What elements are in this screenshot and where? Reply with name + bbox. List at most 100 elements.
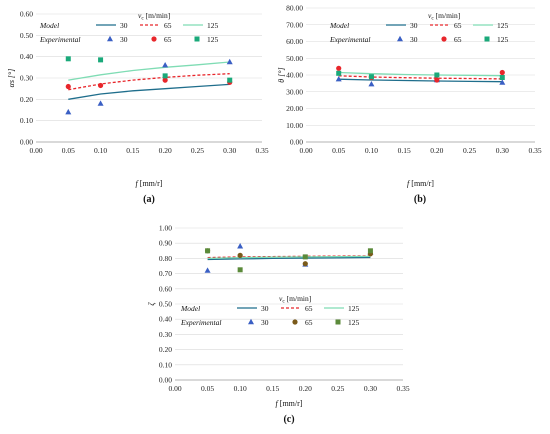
- exp-point-125: [302, 254, 308, 260]
- y-tick-label: 70.00: [286, 20, 303, 29]
- legend-exp-marker-65: [151, 36, 157, 42]
- x-axis-label: f [mm/r]: [276, 399, 303, 408]
- y-tick-label: 0.80: [159, 254, 172, 263]
- x-axis-label-unit: [mm/r]: [278, 399, 303, 408]
- x-tick-label: 0.30: [364, 384, 377, 393]
- exp-point-125: [237, 267, 243, 273]
- x-tick-label: 0.20: [299, 384, 312, 393]
- legend-model-label: Model: [39, 21, 59, 30]
- x-tick-label: 0.00: [29, 146, 42, 155]
- y-tick-label: 10.00: [286, 121, 303, 130]
- legend-vc-subscript: c: [431, 16, 434, 22]
- panel-label: (c): [283, 414, 294, 425]
- y-axis-label: θ [°]: [277, 67, 286, 82]
- x-tick-label: 0.05: [62, 146, 75, 155]
- x-tick-label: 0.05: [201, 384, 214, 393]
- exp-point-125: [499, 75, 505, 81]
- x-tick-label: 0.25: [331, 384, 344, 393]
- legend-vc-title: vc [m/min]: [138, 11, 170, 22]
- y-tick-label: 0.10: [20, 116, 33, 125]
- exp-point-30: [237, 243, 244, 249]
- x-tick-label: 0.10: [94, 146, 107, 155]
- legend-exp-marker-30: [107, 35, 113, 42]
- x-tick-label: 0.25: [463, 146, 476, 155]
- exp-point-30: [97, 100, 104, 106]
- legend-exp-marker-65: [292, 319, 298, 325]
- y-tick-label: 0.20: [159, 345, 172, 354]
- y-tick-label: 0.00: [159, 376, 172, 385]
- legend-exp-speed-125: 125: [348, 318, 360, 327]
- x-axis-label-var: f: [276, 399, 280, 408]
- legend-vc-subscript: c: [282, 299, 285, 305]
- legend: vc [m/min] Model Experimental 30 30 65 65 125 12…: [329, 11, 509, 44]
- legend: vc [m/min] Model Experimental 30 30 65 65 125 12…: [39, 11, 219, 44]
- legend-vc-subscript: c: [141, 16, 144, 22]
- model-line-30: [207, 256, 371, 261]
- exp-point-30: [226, 58, 233, 65]
- exp-point-30: [204, 267, 211, 273]
- exp-point-125: [205, 248, 211, 254]
- x-tick-label: 0.00: [168, 384, 181, 393]
- y-tick-label: 0.40: [159, 315, 172, 324]
- x-axis-label-unit: [mm/r]: [409, 179, 434, 188]
- x-tick-label: 0.10: [234, 384, 247, 393]
- x-tick-label: 0.25: [191, 146, 204, 155]
- legend-vc-title: vc [m/min]: [279, 294, 311, 305]
- exp-point-125: [336, 70, 342, 76]
- legend-model-speed-65: 65: [164, 21, 172, 30]
- model-line-125: [338, 71, 503, 77]
- y-tick-label: 0.10: [159, 360, 172, 369]
- x-tick-label: 0.15: [266, 384, 279, 393]
- exp-point-65: [65, 83, 71, 90]
- model-line-65: [338, 75, 503, 80]
- legend-model-speed-65: 65: [305, 304, 313, 313]
- y-tick-label: 0.30: [20, 74, 33, 83]
- exp-point-30: [65, 108, 72, 115]
- y-tick-label: 0.90: [159, 239, 172, 248]
- y-tick-label: 0.20: [20, 95, 33, 104]
- legend-exp-marker-125: [484, 36, 490, 42]
- exp-point-65: [162, 77, 168, 83]
- y-tick-label: 80.00: [286, 4, 303, 13]
- x-tick-label: 0.05: [332, 146, 345, 155]
- legend-model-speed-30: 30: [120, 21, 128, 30]
- model-line-125: [207, 255, 371, 260]
- legend-vc-symbol: v: [279, 294, 283, 303]
- x-axis-label-var: f: [407, 179, 411, 188]
- x-axis-label: f [mm/r]: [407, 179, 434, 188]
- exp-point-125: [227, 77, 233, 83]
- legend-vc-unit: [m/min]: [285, 294, 311, 303]
- exp-point-65: [434, 77, 440, 83]
- legend-model-speed-30: 30: [261, 304, 269, 313]
- chart-panel-0: 0.00 0.10 0.20 0.30 0.40 0.50 0.60 0.00 0.05 0.10…: [7, 10, 269, 206]
- y-tick-label: 20.00: [286, 104, 303, 113]
- legend: vc [m/min] Model Experimental 30 30 65 65 125 12…: [180, 294, 360, 327]
- legend-exp-speed-30: 30: [410, 35, 418, 44]
- chart-panel-1: 0.00 10.00 20.00 30.00 40.00 50.00 60.00 70.00 8…: [277, 4, 542, 206]
- legend-exp-speed-125: 125: [207, 35, 219, 44]
- y-tick-label: 40.00: [286, 71, 303, 80]
- exp-point-65: [302, 261, 308, 267]
- x-tick-label: 0.00: [299, 146, 312, 155]
- x-axis-label-var: f: [136, 179, 140, 188]
- legend-vc-unit: [m/min]: [144, 11, 170, 20]
- exp-point-125: [65, 56, 71, 62]
- legend-vc-symbol: v: [138, 11, 142, 20]
- x-tick-label: 0.35: [396, 384, 409, 393]
- y-tick-label: 1.00: [159, 224, 172, 233]
- y-tick-label: 0.40: [20, 52, 33, 61]
- legend-vc-unit: [m/min]: [434, 11, 460, 20]
- model-line-65: [68, 73, 230, 91]
- legend-exp-marker-125: [194, 36, 200, 42]
- y-tick-label: 0.50: [20, 31, 33, 40]
- panel-label: (a): [143, 194, 155, 205]
- y-tick-label: 0.30: [159, 330, 172, 339]
- y-tick-label: 0.60: [20, 10, 33, 19]
- exp-point-125: [162, 73, 168, 79]
- model-line-30: [338, 78, 503, 83]
- legend-model-speed-125: 125: [497, 21, 509, 30]
- y-axis-label: αs [°]: [7, 69, 16, 88]
- x-tick-label: 0.30: [223, 146, 236, 155]
